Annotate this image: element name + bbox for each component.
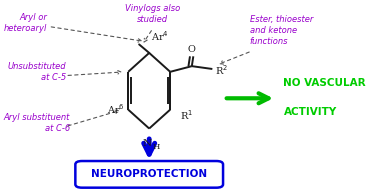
Text: Ar$^4$: Ar$^4$ xyxy=(151,29,169,43)
Text: Ar$^6$: Ar$^6$ xyxy=(107,102,125,116)
Text: NO VASCULAR: NO VASCULAR xyxy=(283,78,366,88)
Text: N: N xyxy=(143,139,152,148)
Text: ACTIVITY: ACTIVITY xyxy=(283,107,337,116)
Text: Aryl or
heteroaryl: Aryl or heteroaryl xyxy=(4,13,47,33)
Text: R$^1$: R$^1$ xyxy=(179,108,192,122)
Text: Vinylogs also
studied: Vinylogs also studied xyxy=(125,4,181,24)
Text: H: H xyxy=(152,143,160,151)
Text: Unsubstituted
at C-5: Unsubstituted at C-5 xyxy=(7,62,66,82)
Text: Aryl substituent
at C-6: Aryl substituent at C-6 xyxy=(4,113,70,133)
Text: NEUROPROTECTION: NEUROPROTECTION xyxy=(91,169,207,179)
Text: O: O xyxy=(188,45,196,54)
Text: Ester, thioester
and ketone
functions: Ester, thioester and ketone functions xyxy=(250,15,313,46)
FancyBboxPatch shape xyxy=(75,161,223,188)
Text: R$^2$: R$^2$ xyxy=(215,63,228,77)
